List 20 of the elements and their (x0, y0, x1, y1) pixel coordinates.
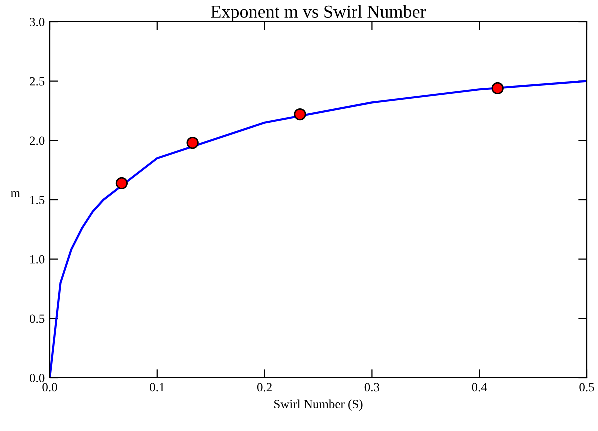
y-tick-label: 3.0 (30, 18, 45, 27)
point (492, 82, 504, 95)
y-tick-label: 1.0 (30, 255, 45, 264)
point (116, 177, 128, 190)
x-tick-label: 0.3 (364, 383, 380, 392)
y-tick-label: 2.0 (30, 136, 45, 146)
x-axis-title: Swirl Number (S) (274, 400, 363, 412)
x-tick-label: 0.5 (580, 383, 594, 392)
y-axis-title: m (11, 191, 20, 198)
chart-title: Exponent m vs Swirl Number (211, 5, 426, 22)
y-tick-label: 2.5 (30, 77, 45, 86)
x-tick-label: 0.0 (42, 383, 58, 392)
y-tick-label: 0.0 (30, 374, 45, 383)
x-tick-label: 0.4 (472, 383, 488, 392)
y-tick-label: 0.5 (30, 314, 45, 324)
x-tick-label: 0.2 (257, 383, 272, 392)
x-tick-label: 0.1 (150, 383, 164, 392)
y-tick-label: 1.5 (30, 196, 45, 205)
point (294, 108, 306, 121)
point (186, 136, 199, 150)
